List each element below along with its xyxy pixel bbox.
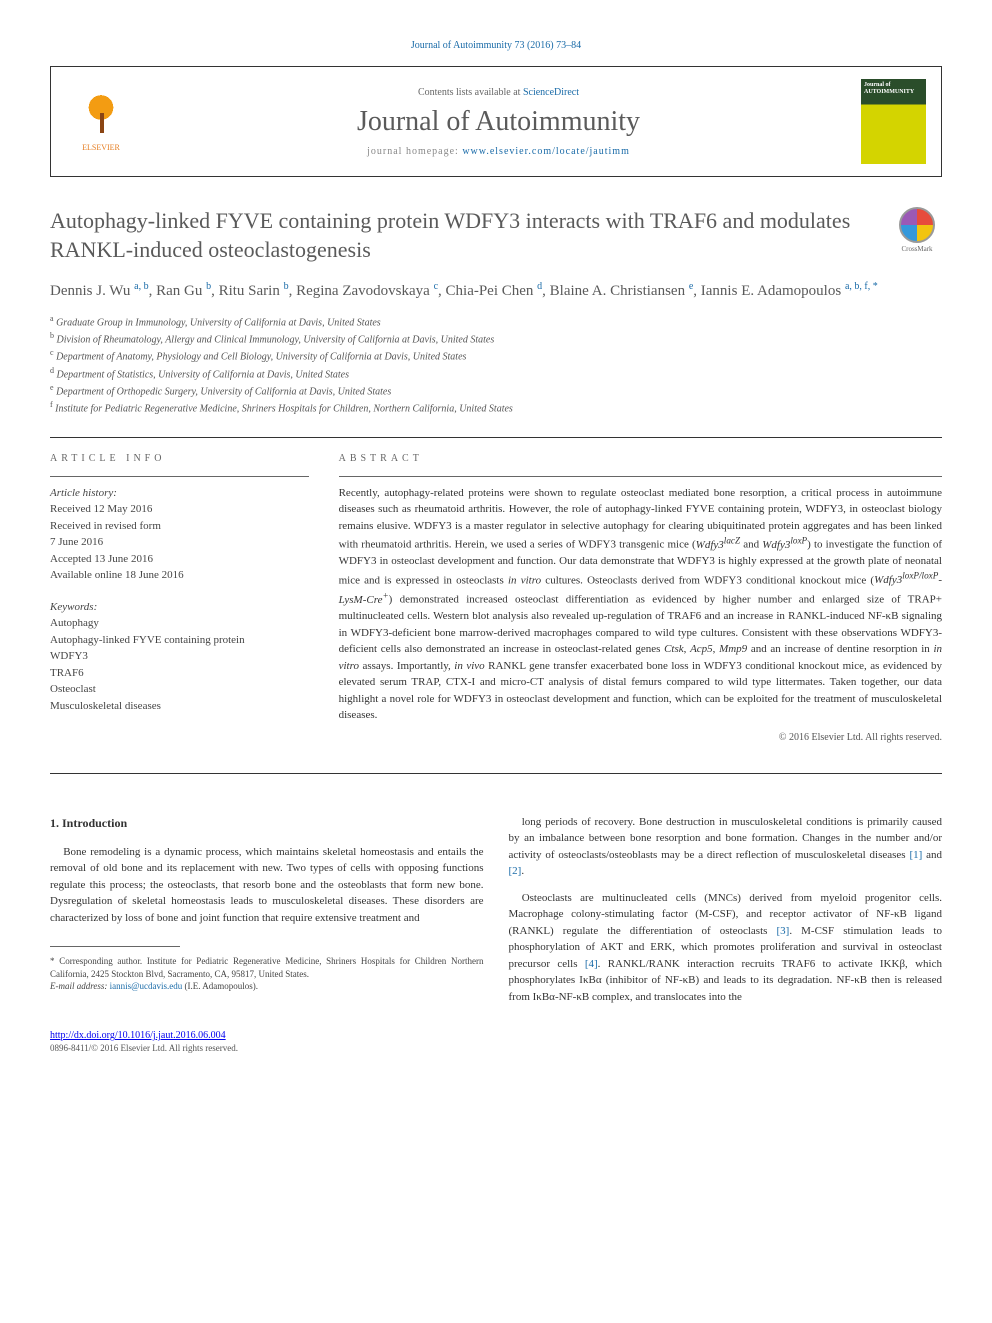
keyword-line: Autophagy-linked FYVE containing protein — [50, 632, 309, 649]
history-label: Article history: — [50, 485, 309, 502]
issn-line: 0896-8411/© 2016 Elsevier Ltd. All right… — [50, 1043, 942, 1053]
history-line: Accepted 13 June 2016 — [50, 551, 309, 568]
body-column-right: long periods of recovery. Bone destructi… — [509, 814, 943, 1016]
body-paragraph: long periods of recovery. Bone destructi… — [509, 814, 943, 880]
corresponding-author-block: * Corresponding author. Institute for Pe… — [50, 955, 484, 993]
abstract-column: ABSTRACT Recently, autophagy-related pro… — [339, 453, 942, 743]
homepage-line: journal homepage: www.elsevier.com/locat… — [136, 146, 861, 157]
abstract-label: ABSTRACT — [339, 453, 942, 464]
elsevier-tree-icon — [76, 90, 126, 140]
header-citation: Journal of Autoimmunity 73 (2016) 73–84 — [50, 40, 942, 51]
homepage-prefix: journal homepage: — [367, 146, 462, 157]
divider-top — [50, 437, 942, 438]
info-divider — [50, 476, 309, 477]
affiliation-line: f Institute for Pediatric Regenerative M… — [50, 399, 942, 416]
crossmark-icon — [899, 207, 935, 243]
authors-line: Dennis J. Wu a, b, Ran Gu b, Ritu Sarin … — [50, 279, 942, 303]
affiliation-line: b Division of Rheumatology, Allergy and … — [50, 330, 942, 347]
homepage-link[interactable]: www.elsevier.com/locate/jautimm — [462, 146, 630, 157]
cover-title-label: Journal ofAUTOIMMUNITY — [864, 82, 923, 95]
affiliation-line: e Department of Orthopedic Surgery, Univ… — [50, 382, 942, 399]
doi-link[interactable]: http://dx.doi.org/10.1016/j.jaut.2016.06… — [50, 1030, 942, 1041]
page-container: Journal of Autoimmunity 73 (2016) 73–84 … — [0, 0, 992, 1093]
body-paragraph: Bone remodeling is a dynamic process, wh… — [50, 844, 484, 927]
history-line: Available online 18 June 2016 — [50, 567, 309, 584]
crossmark-badge[interactable]: CrossMark — [892, 207, 942, 257]
contents-line: Contents lists available at ScienceDirec… — [136, 87, 861, 98]
abstract-copyright: © 2016 Elsevier Ltd. All rights reserved… — [339, 732, 942, 743]
body-paragraph: Osteoclasts are multinucleated cells (MN… — [509, 890, 943, 1006]
footer-divider — [50, 946, 180, 947]
keyword-line: WDFY3 — [50, 648, 309, 665]
email-link[interactable]: iannis@ucdavis.edu — [110, 981, 183, 991]
contents-prefix: Contents lists available at — [418, 87, 523, 98]
affiliation-line: a Graduate Group in Immunology, Universi… — [50, 313, 942, 330]
article-info-label: ARTICLE INFO — [50, 453, 309, 464]
article-info-column: ARTICLE INFO Article history: Received 1… — [50, 453, 309, 743]
keyword-line: Autophagy — [50, 615, 309, 632]
ref-link[interactable]: [1] — [909, 849, 922, 861]
doi-url[interactable]: http://dx.doi.org/10.1016/j.jaut.2016.06… — [50, 1030, 226, 1041]
info-abstract-row: ARTICLE INFO Article history: Received 1… — [50, 453, 942, 743]
divider-bottom — [50, 773, 942, 774]
keyword-line: Musculoskeletal diseases — [50, 698, 309, 715]
email-suffix: (I.E. Adamopoulos). — [184, 981, 258, 991]
keyword-line: TRAF6 — [50, 665, 309, 682]
body-columns: 1. Introduction Bone remodeling is a dyn… — [50, 814, 942, 1016]
ref-link[interactable]: [3] — [776, 925, 789, 937]
ref-link[interactable]: [4] — [585, 958, 598, 970]
sciencedirect-link[interactable]: ScienceDirect — [523, 87, 579, 98]
abstract-text: Recently, autophagy-related proteins wer… — [339, 485, 942, 724]
elsevier-logo[interactable]: ELSEVIER — [66, 90, 136, 153]
journal-name: Journal of Autoimmunity — [136, 106, 861, 138]
header-center: Contents lists available at ScienceDirec… — [136, 87, 861, 157]
email-label: E-mail address: — [50, 981, 107, 991]
body-column-left: 1. Introduction Bone remodeling is a dyn… — [50, 814, 484, 1016]
ref-link[interactable]: [2] — [509, 865, 522, 877]
article-title: Autophagy-linked FYVE containing protein… — [50, 207, 942, 264]
crossmark-label: CrossMark — [892, 245, 942, 253]
affiliation-line: d Department of Statistics, University o… — [50, 365, 942, 382]
history-line: Received in revised form — [50, 518, 309, 535]
keyword-line: Osteoclast — [50, 681, 309, 698]
corresponding-label: * Corresponding author. — [50, 956, 142, 966]
header-box: ELSEVIER Contents lists available at Sci… — [50, 66, 942, 177]
publisher-name: ELSEVIER — [82, 143, 120, 152]
history-line: Received 12 May 2016 — [50, 501, 309, 518]
journal-cover-thumbnail[interactable]: Journal ofAUTOIMMUNITY — [861, 79, 926, 164]
history-block: Article history: Received 12 May 2016Rec… — [50, 485, 309, 715]
section-heading: 1. Introduction — [50, 814, 484, 832]
keywords-label: Keywords: — [50, 599, 309, 616]
affiliation-line: c Department of Anatomy, Physiology and … — [50, 347, 942, 364]
affiliations-block: a Graduate Group in Immunology, Universi… — [50, 313, 942, 417]
abstract-divider — [339, 476, 942, 477]
history-line: 7 June 2016 — [50, 534, 309, 551]
